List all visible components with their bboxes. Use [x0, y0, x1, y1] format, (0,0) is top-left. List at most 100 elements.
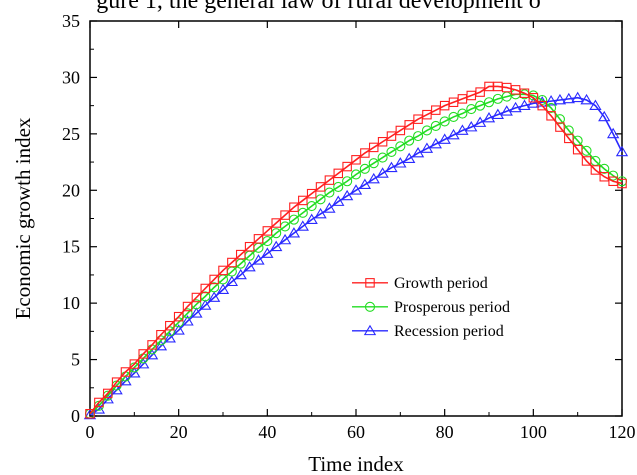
- series-recession-period: [83, 91, 629, 420]
- data-point-recession-period: [137, 358, 150, 369]
- data-point-recession-period: [128, 367, 141, 378]
- data-point-growth-period: [138, 349, 148, 359]
- data-point-growth-period: [377, 137, 388, 147]
- y-tick-label: 30: [62, 67, 80, 87]
- data-point-recession-period: [491, 108, 505, 120]
- data-point-recession-period: [438, 133, 451, 144]
- data-point-prosperous-period: [466, 103, 477, 115]
- data-point-growth-period: [209, 274, 219, 285]
- data-point-recession-period: [411, 146, 425, 158]
- data-point-recession-period: [340, 189, 354, 201]
- data-point-recession-period: [261, 247, 274, 258]
- data-point-growth-period: [253, 234, 264, 244]
- series-growth-period: [85, 81, 627, 419]
- data-point-recession-period: [181, 315, 194, 326]
- data-point-recession-period: [580, 93, 593, 105]
- data-point-growth-period: [386, 131, 397, 141]
- data-point-prosperous-period: [448, 111, 459, 122]
- data-point-recession-period: [190, 307, 203, 318]
- data-point-recession-period: [199, 299, 212, 310]
- data-point-prosperous-period: [315, 194, 326, 205]
- data-point-recession-period: [606, 127, 620, 139]
- data-point-growth-period: [271, 218, 281, 228]
- series-line-prosperous-period: [89, 93, 623, 415]
- data-point-recession-period: [376, 167, 389, 178]
- axes: 0 20 40 60 80 100 120 0 5 10 15 20 25 30 35: [62, 11, 636, 442]
- data-point-growth-period: [182, 301, 193, 312]
- series-line-growth-period: [89, 85, 623, 415]
- data-point-recession-period: [216, 283, 230, 294]
- data-point-growth-period: [546, 111, 556, 121]
- data-point-growth-period: [315, 182, 326, 192]
- data-point-recession-period: [207, 291, 221, 302]
- data-point-recession-period: [349, 184, 363, 195]
- data-point-prosperous-period: [439, 116, 450, 127]
- plot-frame: [89, 20, 623, 417]
- data-point-recession-period: [615, 145, 629, 157]
- data-point-prosperous-period: [333, 181, 344, 192]
- data-point-recession-period: [358, 178, 372, 189]
- data-point-recession-period: [172, 324, 185, 335]
- data-point-growth-period: [147, 340, 157, 350]
- data-point-prosperous-period: [386, 146, 397, 157]
- y-tick-label: 5: [71, 350, 80, 370]
- data-point-prosperous-period: [359, 163, 370, 174]
- data-point-recession-period: [314, 207, 327, 219]
- x-tick-label: 20: [170, 422, 188, 442]
- data-point-prosperous-period: [483, 97, 495, 108]
- data-point-growth-period: [280, 210, 290, 220]
- data-point-growth-period: [173, 311, 184, 322]
- data-point-recession-period: [394, 157, 407, 168]
- data-point-growth-period: [581, 156, 592, 166]
- data-point-recession-period: [544, 95, 558, 106]
- data-point-growth-period: [235, 249, 246, 260]
- data-point-growth-period: [555, 122, 565, 132]
- data-point-recession-period: [385, 161, 398, 173]
- data-point-growth-period: [572, 144, 583, 155]
- data-point-recession-period: [145, 348, 159, 360]
- data-point-recession-period: [598, 110, 611, 122]
- series-layer: [83, 81, 629, 420]
- data-point-growth-period: [191, 292, 202, 303]
- data-point-growth-period: [94, 397, 104, 408]
- data-point-prosperous-period: [421, 125, 432, 136]
- data-point-recession-period: [473, 116, 487, 127]
- data-point-prosperous-period: [368, 158, 379, 169]
- data-point-recession-period: [403, 152, 416, 164]
- data-point-growth-period: [289, 202, 299, 212]
- data-point-recession-period: [367, 172, 380, 184]
- data-point-recession-period: [589, 99, 602, 110]
- data-point-recession-period: [447, 128, 460, 140]
- data-point-prosperous-period: [475, 100, 486, 111]
- data-point-prosperous-period: [324, 187, 335, 198]
- data-point-prosperous-period: [404, 135, 415, 146]
- data-point-growth-period: [590, 165, 601, 175]
- data-point-growth-period: [227, 257, 237, 268]
- data-point-recession-period: [296, 220, 309, 231]
- x-tick-label: 80: [436, 422, 454, 442]
- data-point-prosperous-period: [297, 207, 308, 218]
- data-point-growth-period: [395, 125, 406, 136]
- data-point-recession-period: [332, 195, 345, 206]
- data-point-recession-period: [465, 121, 478, 132]
- data-point-growth-period: [262, 226, 273, 236]
- figure-caption-fragment: gure 1, the general law of rural develop…: [96, 0, 541, 14]
- data-point-prosperous-period: [342, 176, 353, 187]
- data-point-recession-period: [270, 240, 283, 252]
- data-point-recession-period: [553, 93, 567, 105]
- x-axis-title: Time index: [308, 452, 404, 475]
- data-point-recession-period: [429, 137, 442, 149]
- series-line-recession-period: [89, 96, 623, 416]
- data-point-growth-period: [129, 359, 140, 369]
- x-tick-label: 40: [258, 422, 276, 442]
- data-point-recession-period: [243, 260, 256, 272]
- data-point-growth-period: [218, 265, 228, 276]
- data-point-growth-period: [333, 168, 344, 179]
- data-point-recession-period: [163, 332, 176, 343]
- legend-marker-recession-period: [363, 324, 377, 336]
- data-point-prosperous-period: [306, 201, 317, 212]
- legend: Growth period Prosperous period Recession …: [352, 275, 510, 340]
- legend-label-growth-period: Growth period: [394, 275, 488, 292]
- legend-label-prosperous-period: Prosperous period: [394, 299, 510, 316]
